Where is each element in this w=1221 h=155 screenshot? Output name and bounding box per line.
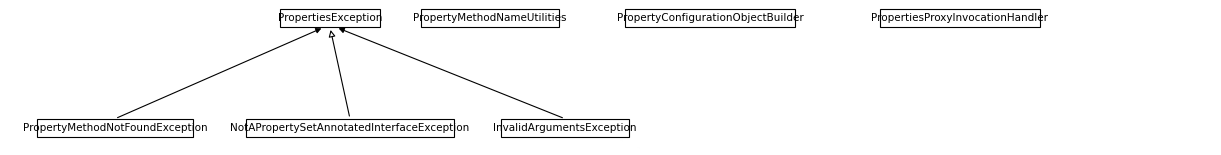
FancyBboxPatch shape: [37, 119, 193, 137]
Text: InvalidArgumentsException: InvalidArgumentsException: [493, 123, 636, 133]
FancyBboxPatch shape: [879, 9, 1040, 27]
Text: PropertiesException: PropertiesException: [278, 13, 382, 23]
Text: PropertiesProxyInvocationHandler: PropertiesProxyInvocationHandler: [872, 13, 1049, 23]
FancyBboxPatch shape: [421, 9, 559, 27]
Text: PropertyMethodNameUtilities: PropertyMethodNameUtilities: [413, 13, 567, 23]
Text: PropertyConfigurationObjectBuilder: PropertyConfigurationObjectBuilder: [617, 13, 803, 23]
FancyBboxPatch shape: [625, 9, 795, 27]
Text: PropertyMethodNotFoundException: PropertyMethodNotFoundException: [23, 123, 208, 133]
FancyBboxPatch shape: [501, 119, 629, 137]
FancyBboxPatch shape: [247, 119, 454, 137]
Text: NotAPropertySetAnnotatedInterfaceException: NotAPropertySetAnnotatedInterfaceExcepti…: [231, 123, 470, 133]
FancyBboxPatch shape: [280, 9, 380, 27]
